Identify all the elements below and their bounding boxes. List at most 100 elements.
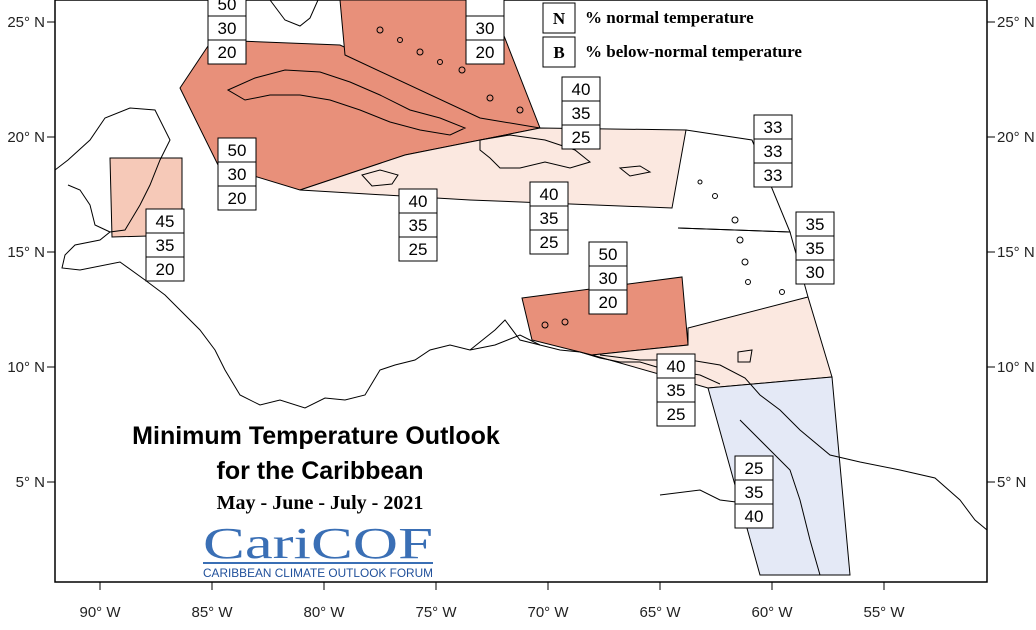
stack-value: 40 [667, 357, 686, 376]
lat-label-left: 25° N [7, 14, 45, 31]
stack-cell [529, 205, 569, 231]
island [416, 48, 424, 56]
legend-item-N: N % normal temperature [542, 2, 754, 34]
stack-value: 20 [156, 260, 175, 279]
stack-value: 40 [572, 80, 591, 99]
lon-label: 80° W [303, 604, 345, 621]
island [745, 279, 751, 285]
stack-cell [753, 114, 793, 140]
lon-label: 55° W [863, 604, 905, 621]
coast-mexico-gulf [67, 184, 111, 233]
stack-cell [561, 76, 601, 102]
stack-value: 33 [764, 142, 783, 161]
stack-value: 25 [667, 405, 686, 424]
stack-cell [465, 0, 505, 17]
stack-hispaniola-south: 40 35 25 [529, 181, 569, 255]
stack-cell [561, 100, 601, 126]
lon-label: 75° W [415, 604, 457, 621]
island [486, 94, 494, 102]
stack-cell [465, 39, 505, 65]
stack-value: 40 [409, 192, 428, 211]
stack-jamaica: 40 35 25 [398, 188, 438, 262]
island [741, 258, 749, 266]
legend-label: % below-normal temperature [585, 42, 802, 61]
island [712, 193, 718, 199]
stack-cell [529, 229, 569, 255]
coast-central-america [54, 107, 721, 409]
island [561, 318, 569, 326]
coast-trinidad [737, 349, 753, 363]
stack-hispaniola-north: 40 35 25 [561, 76, 601, 150]
island [779, 289, 785, 295]
caricof-logo: CariCOF CARIBBEAN CLIMATE OUTLOOK FORUM [203, 519, 433, 580]
stack-value: 30 [218, 19, 237, 38]
stack-value: 20 [599, 293, 618, 312]
stack-cell [795, 235, 835, 261]
stack-cell [145, 256, 185, 282]
map-axes: 90° W 85° W 80° W 75° W 70° W 65° W 60° W 55° W… [7, 14, 1034, 621]
islands [376, 26, 785, 329]
lon-label: 85° W [191, 604, 233, 621]
stack-value: 25 [745, 459, 764, 478]
stack-cell [734, 503, 774, 529]
coast-florida [269, 0, 319, 27]
stack-value: 35 [806, 215, 825, 234]
coast-south-america [469, 319, 988, 531]
legend-key-box [542, 36, 576, 68]
stack-cell [588, 241, 628, 267]
stack-cell [753, 138, 793, 164]
lat-label-right: 15° N [997, 244, 1035, 261]
stack-value: 40 [745, 507, 764, 526]
stack-cell [561, 124, 601, 150]
stack-leeward-north: 33 33 33 [753, 114, 793, 188]
lon-label: 90° W [79, 604, 121, 621]
stack-cell [529, 181, 569, 207]
stack-cell [145, 232, 185, 258]
stack-value: 50 [228, 141, 247, 160]
stack-windward: 35 35 30 [795, 211, 835, 285]
coast-hispaniola [479, 134, 592, 169]
stack-value: 30 [228, 165, 247, 184]
stack-value: 25 [409, 240, 428, 259]
stack-value: 30 [806, 263, 825, 282]
stack-cell [217, 137, 257, 163]
stack-value: 20 [228, 189, 247, 208]
stack-value: 20 [218, 43, 237, 62]
stack-cell [656, 401, 696, 427]
legend: N % normal temperature B % below-normal tem… [542, 2, 802, 68]
island [437, 59, 443, 65]
island [516, 106, 524, 114]
stack-cell [217, 185, 257, 211]
stack-cell [398, 188, 438, 214]
lat-label-left: 5° N [16, 474, 45, 491]
stack-value: 35 [409, 216, 428, 235]
map-title-line2: for the Caribbean [217, 457, 424, 485]
lat-label-right: 20° N [997, 129, 1035, 146]
island [541, 321, 549, 329]
logo-wordmark: CariCOF [203, 519, 433, 568]
map-title-line1: Minimum Temperature Outlook [132, 422, 500, 450]
stack-trinidad: 40 35 25 [656, 353, 696, 427]
coast-puerto-rico [618, 165, 652, 177]
stack-cell [753, 162, 793, 188]
stack-cell [145, 208, 185, 234]
stack-cell [734, 455, 774, 481]
island [376, 26, 384, 34]
logo-rule [203, 562, 433, 564]
map-period: May - June - July - 2021 [217, 492, 424, 514]
stack-value: 35 [572, 104, 591, 123]
island [736, 236, 744, 244]
stack-guianas: 25 35 40 [734, 455, 774, 529]
lat-label-right: 25° N [997, 14, 1035, 31]
stack-cell [795, 259, 835, 285]
stack-value: 35 [540, 209, 559, 228]
island [397, 37, 403, 43]
stack-value: 33 [764, 118, 783, 137]
island [697, 179, 703, 185]
stack-belize: 45 35 20 [145, 208, 185, 282]
lat-label-left: 15° N [7, 244, 45, 261]
legend-key-box [542, 2, 576, 34]
stack-cell [217, 161, 257, 187]
stack-value: 40 [540, 185, 559, 204]
stack-cell [207, 39, 247, 65]
